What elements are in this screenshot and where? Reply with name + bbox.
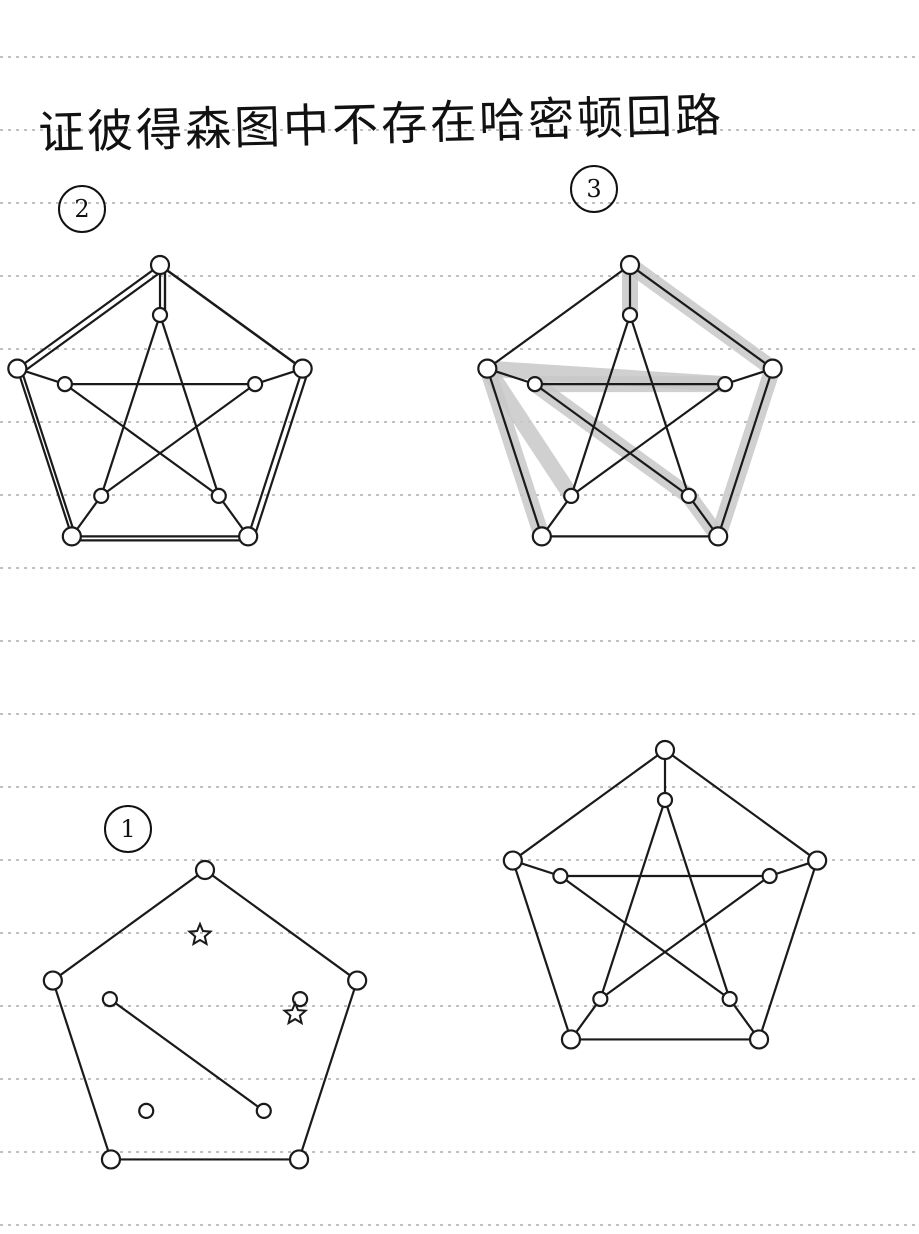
graph-vertex xyxy=(42,970,63,991)
graph-vertex xyxy=(762,358,783,379)
star-mark xyxy=(187,921,213,946)
graph-vertex xyxy=(621,306,639,324)
graph-edge xyxy=(757,859,819,1041)
graph-edge xyxy=(570,382,727,498)
graph-edge xyxy=(533,382,690,498)
graph-vertex xyxy=(592,990,609,1008)
graph-vertex xyxy=(194,859,216,881)
graph-edge xyxy=(16,263,162,370)
graph-edge xyxy=(203,868,359,982)
highlighted-path-edge xyxy=(479,360,734,393)
graph-edge xyxy=(63,382,220,498)
graph-vertex xyxy=(502,850,523,871)
graph-vertex xyxy=(292,358,313,379)
graph-vertex xyxy=(563,487,580,505)
graph-edge xyxy=(486,263,632,370)
graph-vertex xyxy=(619,254,641,276)
graph-vertex xyxy=(56,375,73,393)
graph-edge xyxy=(51,868,207,982)
petersen-graph-full xyxy=(502,739,828,1050)
graph-edge xyxy=(51,979,113,1161)
graph-vertex xyxy=(238,526,259,547)
case-label-3-text: 3 xyxy=(586,175,602,203)
case-label-2-text: 2 xyxy=(74,195,90,223)
graph-vertex xyxy=(61,526,82,547)
graph-vertex xyxy=(288,1149,310,1170)
graph-vertex xyxy=(708,526,729,547)
graph-edge xyxy=(158,313,220,498)
graph-edge xyxy=(247,367,304,538)
graph-edge xyxy=(663,798,731,1001)
graph-vertex xyxy=(210,487,227,505)
graph-edge xyxy=(559,874,731,1001)
case-label-3: 3 xyxy=(570,165,618,213)
graph-vertex xyxy=(807,850,828,871)
graph-vertex xyxy=(477,358,498,379)
graph-vertex xyxy=(255,1102,272,1120)
graph-edge xyxy=(628,263,774,370)
graph-vertex xyxy=(717,375,734,393)
path-trace-edge xyxy=(163,267,309,374)
graph-edge xyxy=(100,382,257,498)
graph-vertex xyxy=(101,990,118,1008)
graph-vertex xyxy=(100,1149,122,1170)
graph-edge xyxy=(16,367,73,538)
star-mark xyxy=(282,1000,309,1026)
graph-vertex xyxy=(761,867,778,885)
graph-vertex xyxy=(93,487,110,505)
graph-edge xyxy=(628,313,690,498)
graph-vertex xyxy=(654,739,676,761)
graph-vertex xyxy=(7,358,28,379)
graph-vertex xyxy=(680,487,697,505)
graph-vertex xyxy=(347,970,368,991)
graph-edge xyxy=(599,874,771,1001)
case-label-1: 1 xyxy=(104,805,152,853)
graph-edge xyxy=(297,979,359,1161)
graph-vertex xyxy=(560,1029,582,1050)
graph-vertex xyxy=(721,990,738,1008)
petersen-graph-case-3 xyxy=(477,254,783,547)
graph-vertex xyxy=(149,254,171,276)
petersen-graph-case-2 xyxy=(7,254,313,547)
graph-edge xyxy=(599,798,667,1001)
petersen-graph-case-1 xyxy=(42,859,368,1170)
path-trace-edge xyxy=(252,371,309,542)
graph-vertex xyxy=(247,375,264,393)
graph-edge xyxy=(570,313,632,498)
graph-edge xyxy=(511,859,573,1041)
graph-edge xyxy=(511,748,667,862)
graph-vertex xyxy=(138,1102,155,1120)
graph-edge xyxy=(486,367,543,538)
path-trace-edge xyxy=(21,371,78,542)
graph-vertex xyxy=(526,375,543,393)
graph-edge xyxy=(717,367,774,538)
graph-vertex xyxy=(531,526,552,547)
graph-edge xyxy=(663,748,819,862)
case-label-2: 2 xyxy=(58,185,106,233)
graph-edge xyxy=(108,997,265,1113)
graph-vertex xyxy=(552,867,569,885)
path-trace-edge xyxy=(21,267,167,374)
graph-vertex xyxy=(656,791,674,809)
graph-vertex xyxy=(748,1029,770,1050)
graph-vertex xyxy=(151,306,169,324)
case-label-1-text: 1 xyxy=(120,815,136,843)
graph-edge xyxy=(100,313,162,498)
graph-vertex xyxy=(292,990,309,1008)
